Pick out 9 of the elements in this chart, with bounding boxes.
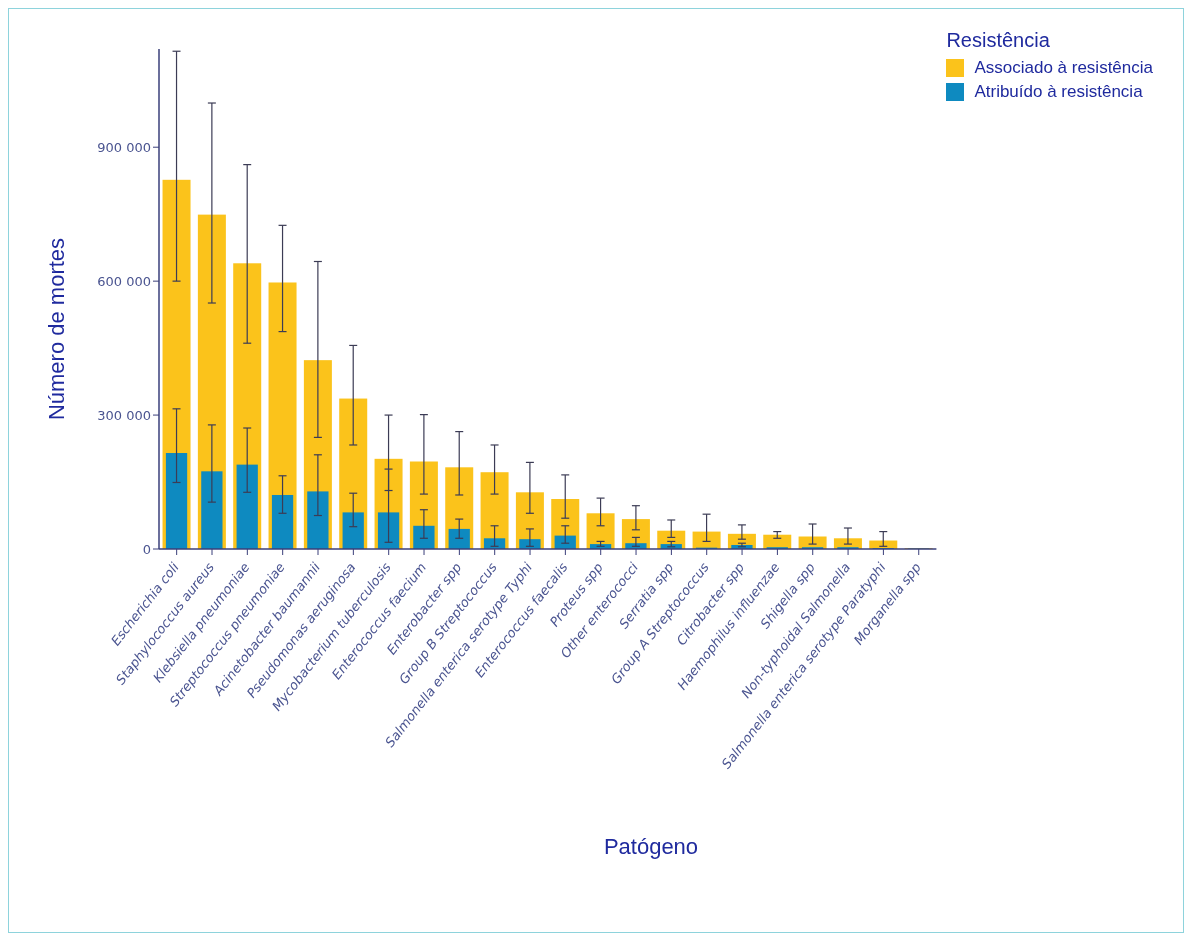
y-tick-label: 300 000 — [97, 407, 151, 423]
legend-label: Associado à resistência — [973, 58, 1153, 78]
y-tick-label: 900 000 — [97, 139, 151, 155]
legend-title: Resistência — [946, 29, 1051, 52]
y-tick-label: 600 000 — [97, 273, 151, 289]
y-tick-label: 0 — [142, 541, 151, 557]
y-axis-title: Número de mortes — [44, 237, 70, 421]
x-axis-title: Patógeno — [602, 834, 700, 860]
legend-label: Atribuído à resistência — [973, 82, 1144, 102]
